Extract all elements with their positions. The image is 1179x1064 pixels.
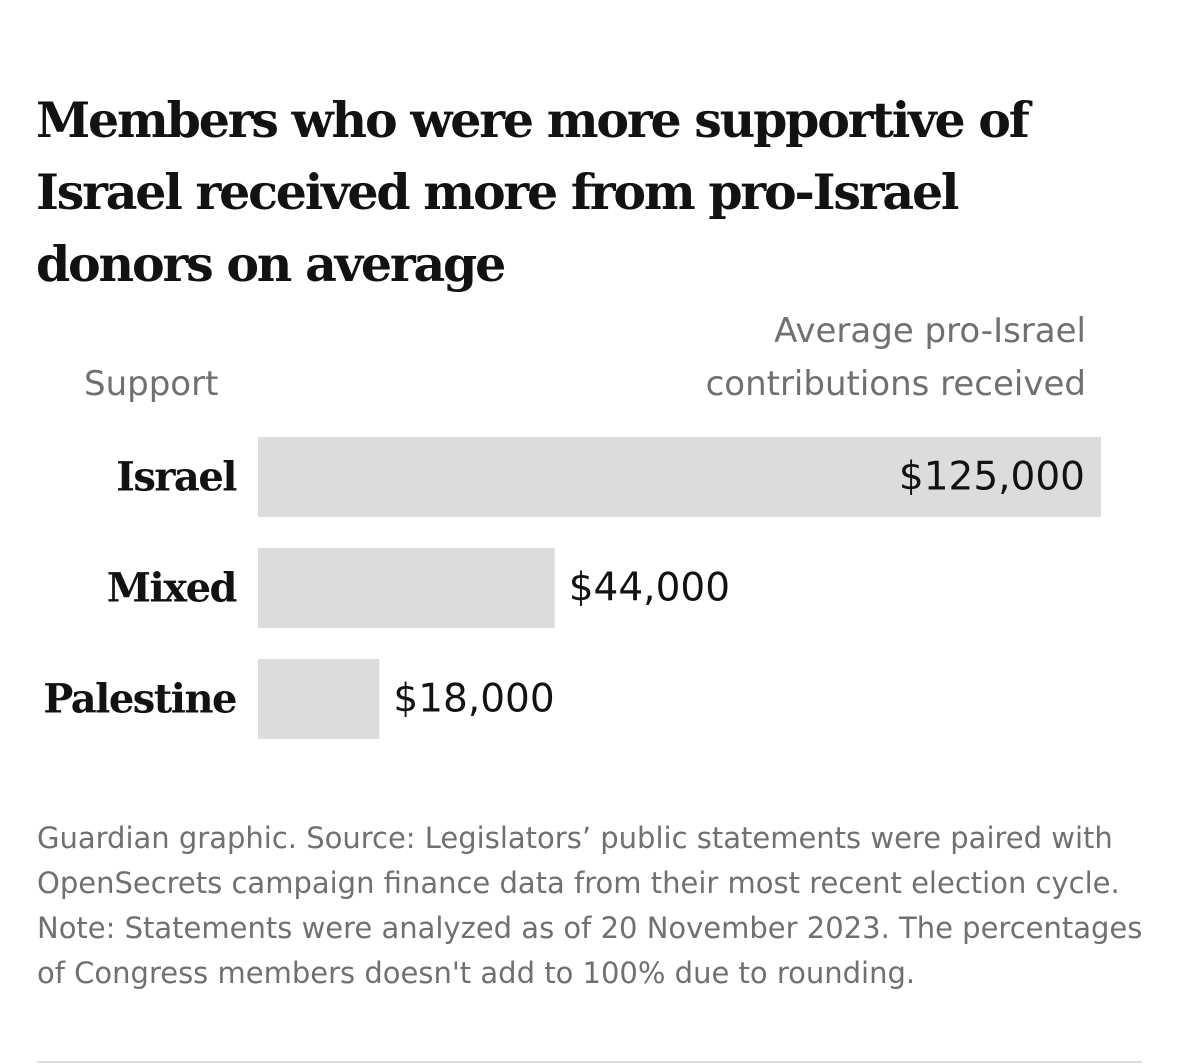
category-axis-label: Support [84, 364, 219, 404]
bar-chart: Israel $125,000 Mixed $44,000 Palestine $18,0… [43, 437, 1101, 739]
value-label: $125,000 [899, 455, 1085, 500]
bar [258, 548, 555, 628]
category-label: Israel [116, 454, 237, 501]
bottom-divider [37, 1061, 1142, 1063]
category-label: Palestine [43, 676, 236, 723]
value-label: $18,000 [393, 677, 554, 722]
chart-title: Members who were more supportive of Isra… [36, 91, 1030, 293]
value-axis-label: Average pro-Israel contributions receive… [706, 305, 1086, 411]
source-note: Guardian graphic. Source: Legislators’ p… [37, 821, 1143, 990]
value-label: $44,000 [569, 566, 730, 611]
bar [258, 659, 380, 739]
value-axis-label-line-1: Average pro-Israel [774, 311, 1086, 351]
bar [258, 437, 1101, 517]
value-axis-label-line-2: contributions received [705, 364, 1086, 404]
category-label: Mixed [107, 565, 238, 612]
